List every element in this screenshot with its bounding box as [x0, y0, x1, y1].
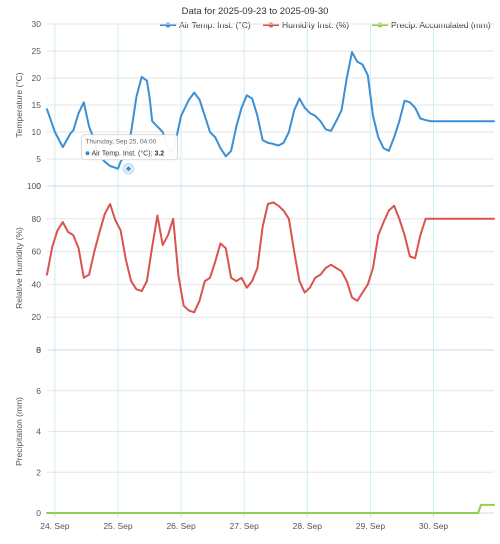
y-tick-label: 0	[36, 181, 41, 191]
legend-item-precip-accumulated-mm[interactable]: Precip. Accumulated (mm)	[372, 20, 491, 30]
legend-label: Humidity Inst. (%)	[282, 20, 349, 30]
chart-legend[interactable]: Air Temp. Inst. (°C) Humidity Inst. (%) Pr…	[160, 20, 491, 30]
y-tick-label: 25	[32, 46, 42, 56]
series-line-air-temp-inst-c	[46, 51, 495, 170]
y-axis-title: Temperature (°C)	[14, 72, 24, 137]
x-tick-label: 29. Sep	[356, 521, 386, 531]
series-line-humidity-inst	[46, 201, 495, 314]
y-tick-label: 20	[32, 312, 42, 322]
tooltip-series-label: Air Temp. Inst. (°C): 3.2	[92, 150, 165, 158]
y-tick-label: 40	[32, 279, 42, 289]
chart-tooltip: Thursday, Sep 25, 04:00 Air Temp. Inst. (…	[81, 134, 178, 175]
y-tick-label: 100	[27, 181, 41, 191]
y-tick-label: 2	[36, 467, 41, 477]
tooltip-value: 3.2	[154, 151, 164, 158]
y-tick-label: 80	[32, 214, 42, 224]
x-tick-label: 26. Sep	[166, 521, 196, 531]
hover-point-marker	[124, 164, 133, 173]
legend-item-air-temp-inst-c[interactable]: Air Temp. Inst. (°C)	[160, 20, 251, 30]
y-tick-label: 30	[32, 19, 42, 29]
series-line-precip-accumulated-mm	[46, 503, 495, 514]
y-tick-label: 0	[36, 508, 41, 518]
chart-title: Data for 2025-09-23 to 2025-09-30	[182, 6, 329, 17]
chart-grid	[47, 23, 494, 514]
y-tick-label: 8	[36, 345, 41, 355]
y-tick-label: 5	[36, 154, 41, 164]
y-tick-label: 15	[32, 100, 42, 110]
legend-label: Air Temp. Inst. (°C)	[179, 20, 251, 30]
chart-series	[46, 51, 495, 514]
tooltip-date: Thursday, Sep 25, 04:00	[86, 139, 157, 146]
y-axis-title: Precipitation (mm)	[14, 397, 24, 466]
y-axis-title: Relative Humidity (%)	[14, 227, 24, 309]
x-tick-label: 30. Sep	[419, 521, 449, 531]
y-tick-label: 4	[36, 427, 41, 437]
x-tick-label: 27. Sep	[230, 521, 260, 531]
legend-label: Precip. Accumulated (mm)	[391, 20, 491, 30]
legend-swatch-marker	[268, 22, 274, 28]
y-tick-label: 10	[32, 127, 42, 137]
legend-swatch-marker	[165, 22, 171, 28]
y-tick-label: 60	[32, 247, 42, 257]
tooltip-series-marker	[85, 151, 90, 156]
x-tick-label: 28. Sep	[293, 521, 323, 531]
y-tick-label: 0	[36, 345, 41, 355]
y-tick-label: 6	[36, 386, 41, 396]
y-tick-label: 20	[32, 73, 42, 83]
legend-swatch-marker	[377, 22, 383, 28]
legend-item-humidity-inst[interactable]: Humidity Inst. (%)	[263, 20, 349, 30]
tooltip-box	[81, 134, 178, 161]
x-tick-label: 25. Sep	[103, 521, 133, 531]
x-tick-label: 24. Sep	[40, 521, 70, 531]
